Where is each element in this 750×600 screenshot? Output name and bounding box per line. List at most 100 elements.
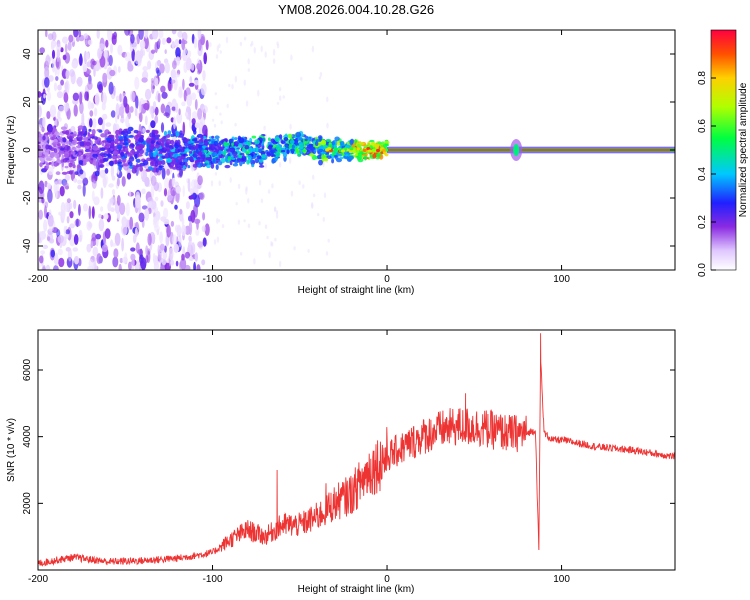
band-blob (68, 162, 73, 168)
band-blob (229, 147, 236, 153)
noise-blob (103, 49, 109, 60)
noise-blob (131, 48, 135, 62)
noise-blob (109, 196, 117, 206)
noise-blob (86, 61, 91, 68)
band-blob (134, 153, 138, 160)
band-blob (43, 152, 49, 155)
noise-blob (129, 44, 134, 52)
noise-blob (245, 186, 248, 192)
noise-blob (247, 223, 251, 228)
noise-blob (174, 204, 178, 210)
band-blob (268, 144, 273, 148)
noise-blob (173, 243, 180, 253)
noise-blob (168, 247, 174, 261)
noise-blob (175, 56, 181, 66)
band-blob (284, 143, 289, 148)
noise-blob (186, 94, 193, 107)
noise-blob (200, 83, 207, 96)
noise-blob (145, 245, 149, 256)
noise-blob (44, 77, 50, 88)
band-blob (286, 149, 290, 155)
band-blob (364, 155, 367, 161)
band-blob (82, 137, 87, 141)
band-blob (150, 140, 155, 144)
band-blob (339, 156, 344, 160)
noise-blob (175, 47, 181, 59)
noise-blob (38, 255, 44, 264)
band-blob (66, 140, 70, 146)
noise-blob (275, 212, 279, 219)
band-blob (379, 154, 384, 160)
noise-blob (116, 212, 121, 220)
noise-blob (44, 205, 47, 218)
band-blob (238, 137, 245, 144)
noise-blob (55, 185, 58, 200)
transition-blob (376, 148, 380, 153)
band-blob (246, 141, 252, 146)
noise-blob (125, 116, 130, 128)
band-blob (122, 142, 129, 146)
spectrogram-y-tick-label: 20 (22, 96, 33, 108)
band-blob (344, 154, 348, 157)
noise-blob (87, 100, 92, 110)
noise-blob (58, 257, 65, 268)
noise-blob (201, 225, 207, 233)
noise-blob (129, 216, 134, 230)
noise-blob (38, 262, 41, 270)
noise-blob (313, 193, 316, 198)
band-blob (93, 136, 98, 140)
noise-blob (152, 252, 156, 263)
noise-blob (187, 178, 191, 192)
noise-blob (189, 188, 194, 195)
band-blob (92, 153, 98, 158)
noise-blob (182, 78, 185, 91)
noise-blob (191, 118, 196, 125)
noise-blob (229, 177, 232, 183)
band-blob (157, 153, 163, 157)
band-blob (179, 130, 183, 135)
noise-blob (98, 43, 105, 50)
noise-blob (64, 81, 69, 91)
band-blob (94, 170, 100, 177)
noise-blob (243, 36, 247, 41)
transition-blob (356, 147, 361, 151)
noise-blob (77, 179, 83, 185)
noise-blob (118, 106, 125, 117)
noise-blob (194, 218, 201, 224)
band-blob (106, 153, 111, 157)
band-blob (114, 159, 118, 165)
noise-blob (92, 118, 97, 129)
noise-blob (180, 257, 187, 270)
noise-blob (173, 73, 180, 78)
band-blob (152, 157, 156, 161)
noise-blob (154, 224, 160, 232)
band-blob (59, 147, 65, 151)
band-blob (70, 151, 76, 155)
noise-blob (164, 245, 167, 253)
band-blob (117, 161, 123, 165)
noise-blob (53, 265, 59, 270)
band-blob (96, 149, 101, 153)
noise-blob (290, 190, 294, 197)
band-blob (315, 141, 319, 146)
band-blob (192, 163, 198, 168)
noise-blob (100, 206, 104, 212)
noise-blob (127, 63, 134, 72)
band-blob (238, 143, 243, 149)
noise-blob (266, 235, 269, 240)
band-blob (283, 137, 289, 141)
band-blob (58, 146, 61, 149)
band-blob (45, 157, 51, 161)
band-blob (76, 164, 81, 169)
snr-frame (37, 329, 676, 571)
noise-blob (94, 92, 100, 106)
noise-blob (38, 209, 43, 220)
band-blob (267, 153, 272, 156)
band-blob (331, 158, 335, 164)
noise-blob (278, 260, 282, 268)
noise-blob (174, 38, 179, 48)
band-blob (321, 154, 325, 159)
noise-blob (65, 174, 70, 181)
band-blob (167, 130, 172, 136)
